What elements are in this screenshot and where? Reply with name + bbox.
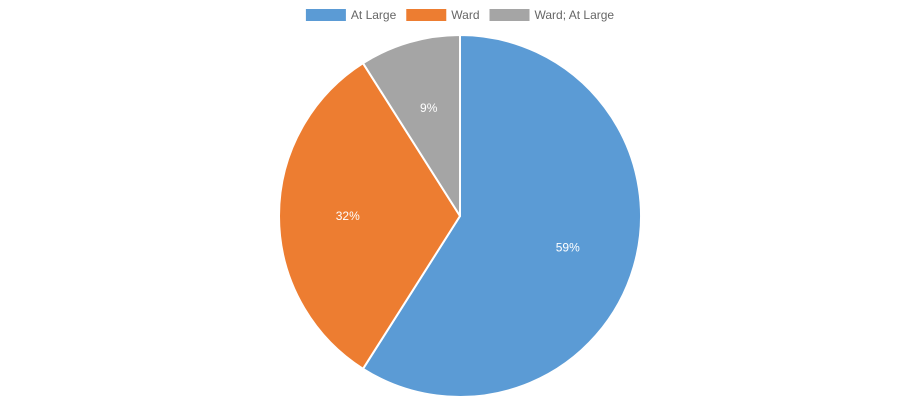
legend-item-ward[interactable]: Ward — [406, 8, 480, 22]
legend-label-at-large: At Large — [351, 8, 397, 22]
legend-swatch-ward — [406, 9, 447, 21]
legend-label-ward: Ward — [451, 8, 479, 22]
legend: At Large Ward Ward; At Large — [305, 8, 615, 22]
legend-label-ward-at-large: Ward; At Large — [535, 8, 615, 22]
pie-slices — [278, 34, 642, 398]
pie-slice-at-large[interactable] — [362, 34, 642, 398]
pie-slice-ward-at-large[interactable] — [362, 34, 461, 217]
pie-slice-ward[interactable] — [278, 62, 461, 370]
slice-labels: 59% 32% 9% — [336, 101, 580, 254]
legend-swatch-at-large — [305, 9, 346, 21]
slice-label-ward: 32% — [336, 209, 360, 223]
legend-item-at-large[interactable]: At Large — [305, 8, 397, 22]
legend-swatch-ward-at-large — [489, 9, 530, 21]
legend-item-ward-at-large[interactable]: Ward; At Large — [489, 8, 615, 22]
slice-label-at-large: 59% — [556, 240, 580, 254]
slice-label-ward-at-large: 9% — [420, 101, 438, 115]
